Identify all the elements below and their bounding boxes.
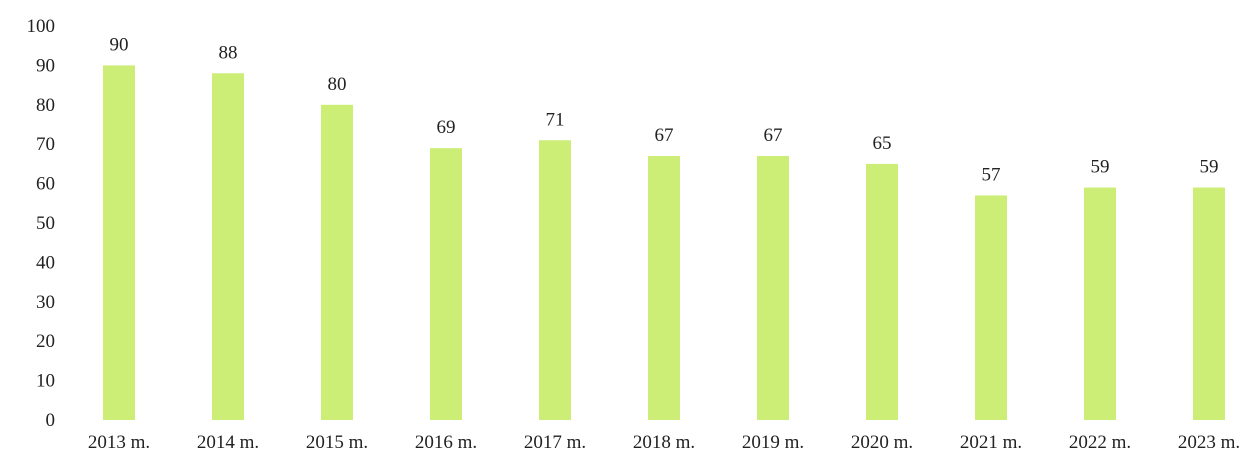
bar: [539, 140, 571, 420]
bar: [975, 195, 1007, 420]
x-tick-label: 2016 m.: [415, 432, 477, 453]
bars: [103, 65, 1225, 421]
x-tick-label: 2017 m.: [524, 432, 586, 453]
data-label: 65: [873, 133, 892, 154]
data-label: 80: [328, 74, 347, 95]
y-axis-ticks: 0 10 20 30 40 50 60 70 80 90 100: [27, 16, 56, 431]
data-label: 69: [437, 117, 456, 138]
x-axis-ticks: 2013 m. 2014 m. 2015 m. 2016 m. 2017 m. 2018 …: [88, 432, 1240, 453]
data-label: 67: [655, 125, 674, 146]
y-tick-label: 100: [27, 16, 56, 37]
y-tick-label: 50: [36, 213, 55, 234]
x-tick-label: 2021 m.: [960, 432, 1022, 453]
bar: [321, 104, 353, 421]
bar: [757, 156, 789, 420]
data-label: 71: [546, 109, 565, 130]
data-label: 88: [219, 42, 238, 63]
x-tick-label: 2023 m.: [1178, 432, 1240, 453]
bar: [1193, 187, 1225, 420]
data-label: 59: [1200, 157, 1219, 178]
y-tick-label: 60: [36, 174, 55, 195]
x-tick-label: 2014 m.: [197, 432, 259, 453]
bar: [212, 73, 244, 420]
x-tick-label: 2019 m.: [742, 432, 804, 453]
y-tick-label: 40: [36, 252, 55, 273]
x-tick-label: 2015 m.: [306, 432, 368, 453]
x-tick-label: 2013 m.: [88, 432, 150, 453]
bar: [866, 163, 898, 420]
y-tick-label: 0: [46, 410, 56, 431]
bar: [1084, 187, 1116, 420]
y-tick-label: 80: [36, 95, 55, 116]
data-label: 59: [1091, 157, 1110, 178]
bar: [430, 148, 462, 420]
data-label: 57: [982, 164, 1001, 185]
data-label: 67: [764, 125, 783, 146]
y-tick-label: 10: [36, 371, 55, 392]
y-tick-label: 70: [36, 134, 55, 155]
x-tick-label: 2020 m.: [851, 432, 913, 453]
y-tick-label: 90: [36, 55, 55, 76]
data-label: 90: [110, 34, 129, 55]
x-tick-label: 2022 m.: [1069, 432, 1131, 453]
data-labels: 90 88 80 69 71 67 67 65 57 59 59: [110, 34, 1219, 185]
bar: [103, 65, 135, 421]
bar: [648, 156, 680, 420]
y-tick-label: 30: [36, 292, 55, 313]
y-tick-label: 20: [36, 331, 55, 352]
x-tick-label: 2018 m.: [633, 432, 695, 453]
